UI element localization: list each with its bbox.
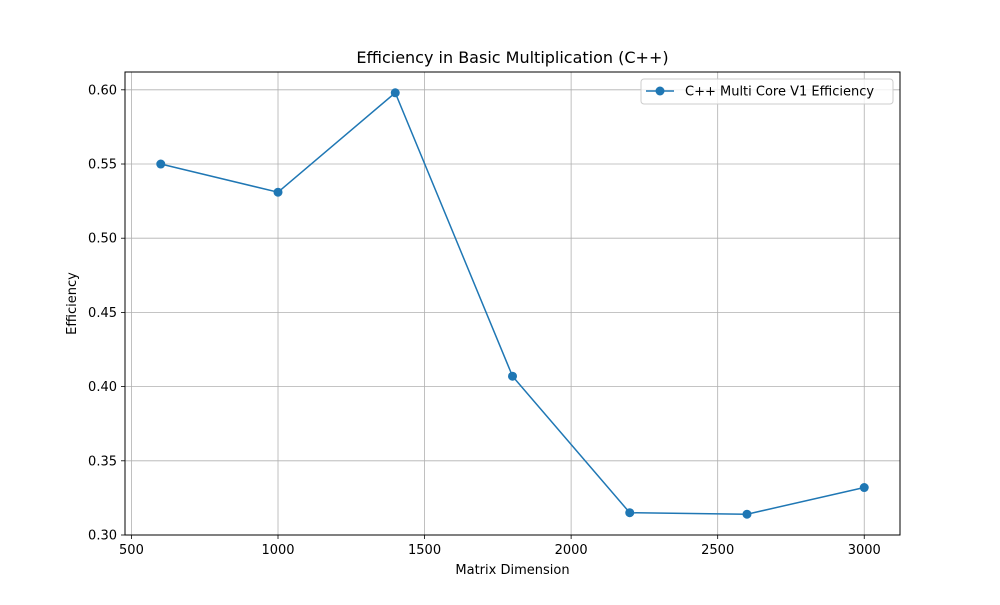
y-tick-label: 0.35 xyxy=(88,454,117,469)
x-tick-label: 1000 xyxy=(261,543,294,558)
x-tick-label: 2500 xyxy=(701,543,734,558)
legend-marker xyxy=(655,86,665,96)
chart-title: Efficiency in Basic Multiplication (C++) xyxy=(356,48,668,67)
y-tick-label: 0.30 xyxy=(88,529,117,544)
y-tick-label: 0.40 xyxy=(88,380,117,395)
data-point xyxy=(742,509,752,519)
legend-entry-label: C++ Multi Core V1 Efficiency xyxy=(685,85,874,100)
x-tick-label: 2000 xyxy=(555,543,588,558)
x-tick-label: 500 xyxy=(119,543,144,558)
y-tick-label: 0.55 xyxy=(88,158,117,173)
legend-box xyxy=(640,78,894,105)
y-tick-label: 0.60 xyxy=(88,83,117,98)
data-point xyxy=(390,88,400,98)
x-tick-label: 3000 xyxy=(848,543,881,558)
x-axis: 500 1000 1500 2000 2500 3000 xyxy=(119,535,881,558)
x-axis-label: Matrix Dimension xyxy=(455,563,569,578)
y-axis-label: Efficiency xyxy=(65,272,80,335)
y-axis: 0.30 0.35 0.40 0.45 0.50 0.55 0.60 xyxy=(88,83,125,544)
y-tick-label: 0.45 xyxy=(88,306,117,321)
y-tick-label: 0.50 xyxy=(88,232,117,247)
plot-frame xyxy=(124,71,901,536)
data-point xyxy=(625,508,635,518)
data-point xyxy=(273,187,283,197)
data-point xyxy=(508,371,517,381)
data-point xyxy=(859,483,869,493)
data-point xyxy=(156,159,166,169)
series-layer xyxy=(156,88,869,519)
x-tick-label: 1500 xyxy=(408,543,441,558)
legend: C++ Multi Core V1 Efficiency xyxy=(640,78,894,105)
